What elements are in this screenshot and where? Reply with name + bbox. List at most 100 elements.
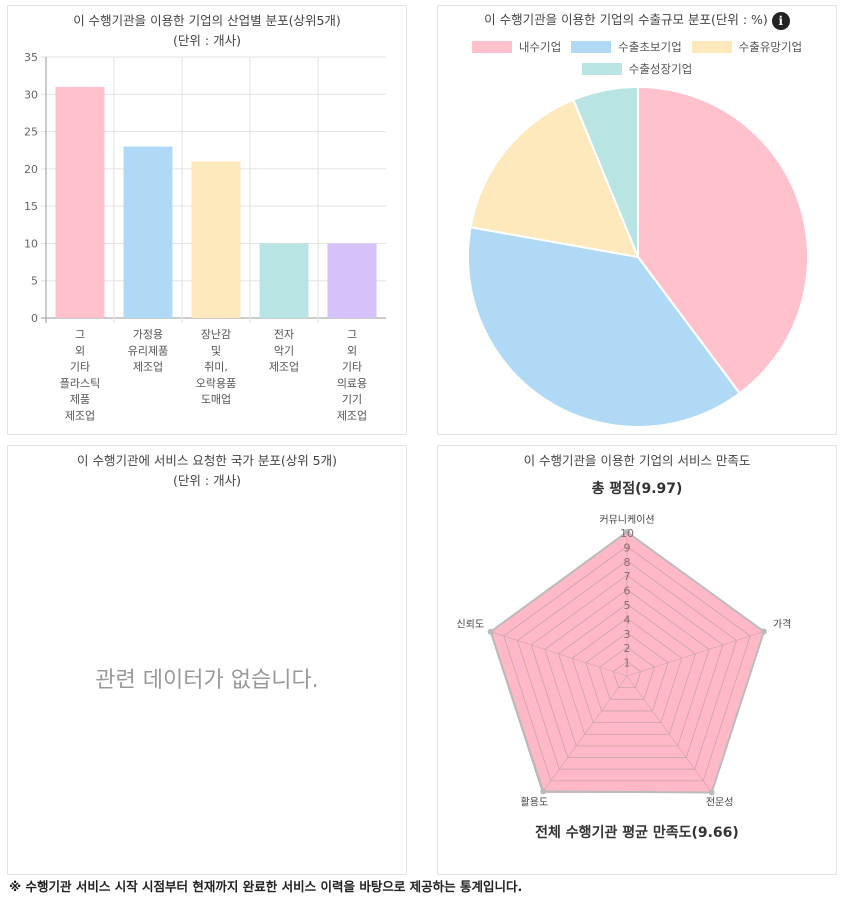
- x-tick-label: 제조업: [337, 410, 367, 423]
- export-chart-title-row: 이 수행기관을 이용한 기업의 수출규모 분포(단위 : %) i: [438, 10, 836, 30]
- total-score: 총 평점(9.97): [591, 481, 683, 497]
- legend-label: 수출성장기업: [628, 62, 693, 76]
- industry-chart-title: 이 수행기관을 이용한 기업의 산업별 분포(상위5개): [73, 13, 341, 28]
- x-tick-label: 가정용: [133, 328, 163, 341]
- radar-point[interactable]: [760, 628, 767, 635]
- x-tick-label: 제조업: [65, 410, 95, 423]
- radar-axis-label: 가격: [773, 618, 791, 631]
- average-satisfaction: 전체 수행기관 평균 만족도(9.66): [535, 825, 739, 841]
- legend-item-export-beginner[interactable]: 수출초보기업: [571, 39, 682, 55]
- footnote: ※ 수행기관 서비스 시작 시점부터 현재까지 완료한 서비스 이력을 바탕으로…: [9, 879, 523, 894]
- x-tick-label: 제품: [70, 393, 90, 406]
- radar-point[interactable]: [708, 789, 715, 796]
- x-tick-label: 제조업: [269, 361, 299, 374]
- x-tick-label: 장난감: [201, 328, 231, 341]
- x-tick-label: 악기: [274, 344, 294, 357]
- radar-ring: [558, 603, 696, 735]
- radar-spoke: [626, 631, 765, 677]
- radar-ring: [544, 589, 710, 747]
- industry-chart-subtitle: (단위 : 개사): [173, 33, 241, 48]
- x-tick-label: 그: [347, 328, 357, 341]
- radar-tick-label: 3: [624, 628, 631, 641]
- radar-ring: [599, 646, 655, 700]
- y-tick-label: 0: [31, 312, 38, 325]
- bar[interactable]: [259, 243, 309, 318]
- legend-swatch-teal: [581, 63, 622, 75]
- legend-item-export-promising[interactable]: 수출유망기업: [691, 39, 803, 55]
- country-distribution-panel: 이 수행기관에 서비스 요청한 국가 분포(상위 5개) (단위 : 개사) 관…: [7, 445, 407, 875]
- export-pie-chart: [467, 85, 809, 428]
- radar-point[interactable]: [624, 529, 630, 535]
- pie-slice[interactable]: [572, 85, 639, 258]
- legend-label: 내수기업: [518, 40, 562, 54]
- satisfaction-chart-title: 이 수행기관을 이용한 기업의 서비스 만족도: [523, 453, 751, 468]
- x-tick-label: 플라스틱: [60, 377, 100, 390]
- y-tick-label: 10: [24, 237, 38, 250]
- x-tick-label: 기기: [342, 393, 362, 406]
- x-tick-label: 기타: [342, 361, 362, 374]
- radar-axis-label: 전문성: [706, 796, 734, 808]
- y-tick-label: 15: [24, 200, 38, 213]
- legend-item-export-growth[interactable]: 수출성장기업: [581, 61, 693, 77]
- industry-distribution-panel: 이 수행기관을 이용한 기업의 산업별 분포(상위5개) (단위 : 개사) 0…: [7, 5, 407, 435]
- radar-tick-label: 1: [624, 657, 631, 670]
- x-tick-label: 유리제품: [128, 344, 168, 357]
- x-tick-label: 전자: [274, 328, 294, 341]
- x-tick-label: 기타: [70, 361, 90, 374]
- radar-point[interactable]: [540, 788, 547, 795]
- export-chart-legend: 내수기업 수출초보기업 수출유망기업 수출성장기업: [438, 36, 836, 80]
- radar-spoke: [626, 675, 712, 793]
- radar-tick-label: 2: [624, 642, 631, 655]
- x-tick-label: 그: [75, 328, 85, 341]
- country-chart-title: 이 수행기관에 서비스 요청한 국가 분포(상위 5개): [76, 453, 338, 468]
- export-chart-title: 이 수행기관을 이용한 기업의 수출규모 분포(단위 : %): [484, 12, 768, 27]
- export-distribution-panel: 이 수행기관을 이용한 기업의 수출규모 분포(단위 : %) i 내수기업 수출…: [437, 5, 837, 435]
- x-tick-label: 의료용: [337, 377, 367, 390]
- radar-spoke: [542, 675, 628, 793]
- pie-slice[interactable]: [467, 226, 742, 428]
- y-tick-label: 20: [24, 163, 38, 176]
- industry-bar-chart: 05101520253035그외기타플라스틱제품제조업가정용유리제품제조업장난감…: [24, 51, 386, 423]
- legend-label: 수출초보기업: [618, 40, 682, 54]
- x-tick-label: 및: [211, 344, 221, 357]
- info-icon[interactable]: i: [771, 11, 790, 30]
- bar[interactable]: [55, 86, 105, 318]
- y-tick-label: 30: [24, 88, 38, 101]
- legend-swatch-yellow: [691, 41, 732, 53]
- radar-tick-label: 6: [624, 585, 631, 598]
- country-chart-subtitle: (단위 : 개사): [173, 473, 241, 488]
- bar[interactable]: [327, 243, 377, 318]
- radar-tick-label: 10: [620, 527, 634, 540]
- radar-tick-label: 8: [624, 556, 631, 569]
- bar[interactable]: [191, 161, 241, 318]
- x-tick-label: 오락용품: [196, 377, 236, 390]
- x-tick-label: 도매업: [201, 393, 231, 406]
- x-tick-label: 취미,: [204, 361, 228, 374]
- radar-axis-label: 활용도: [521, 795, 549, 808]
- bar[interactable]: [123, 146, 173, 318]
- radar-point[interactable]: [487, 628, 494, 635]
- radar-tick-label: 5: [624, 599, 631, 612]
- x-tick-label: 제조업: [133, 361, 163, 374]
- radar-ring: [530, 574, 724, 758]
- radar-ring: [585, 632, 669, 712]
- pie-slice[interactable]: [637, 85, 809, 395]
- legend-swatch-pink: [471, 41, 512, 53]
- y-tick-label: 25: [24, 126, 38, 139]
- x-tick-label: 외: [75, 344, 85, 357]
- legend-label: 수출유망기업: [738, 40, 803, 54]
- x-tick-label: 외: [347, 344, 357, 357]
- radar-spoke: [489, 631, 628, 677]
- legend-item-domestic[interactable]: 내수기업: [471, 39, 562, 55]
- radar-ring: [612, 661, 642, 689]
- legend-swatch-blue: [571, 41, 612, 53]
- radar-tick-label: 9: [624, 541, 631, 554]
- radar-data-outline: [489, 530, 766, 794]
- radar-axis-label: 커뮤니케이션: [599, 514, 654, 526]
- no-data-message: 관련 데이터가 없습니다.: [95, 668, 319, 693]
- pie-slice[interactable]: [469, 98, 640, 259]
- radar-ring: [571, 617, 683, 723]
- y-tick-label: 35: [24, 51, 38, 64]
